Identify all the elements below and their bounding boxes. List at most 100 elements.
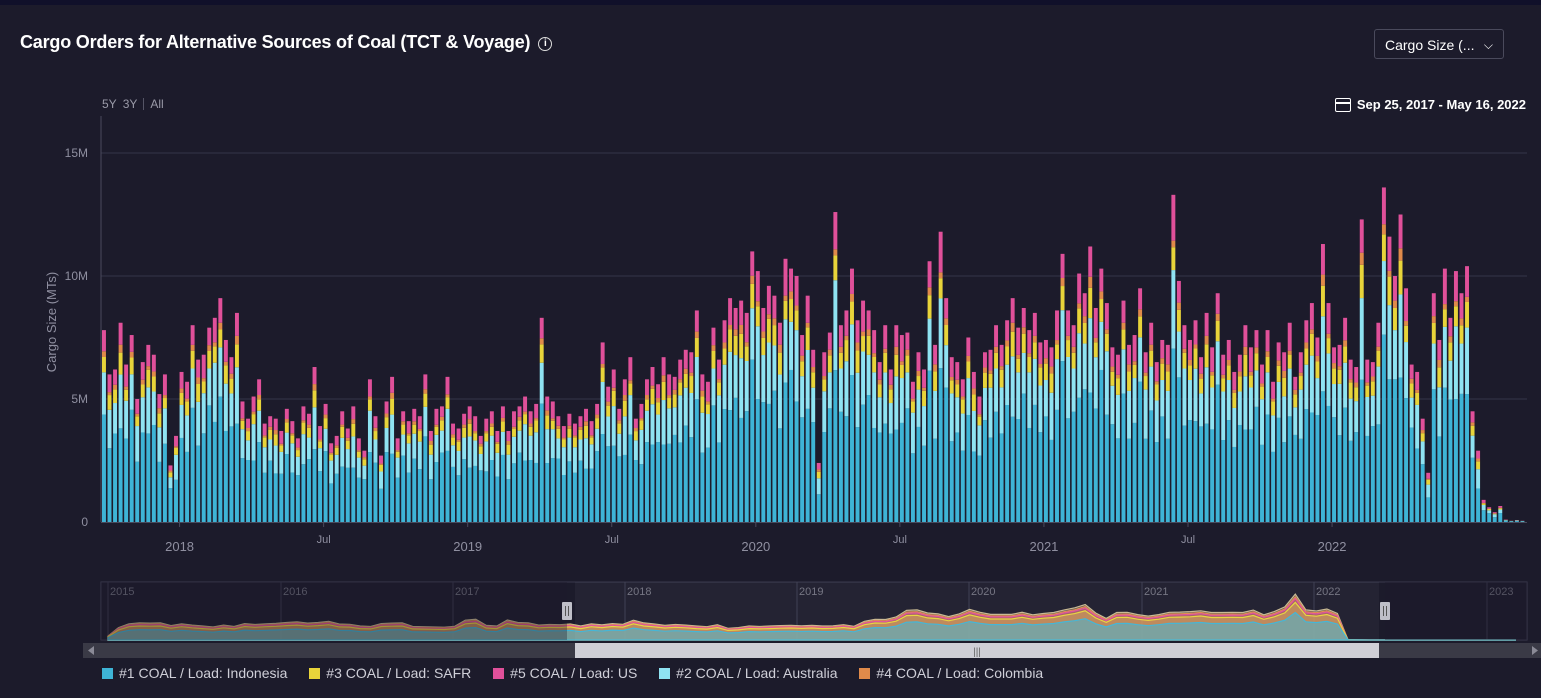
range-button-all[interactable]: All	[150, 97, 164, 111]
bar-segment	[451, 445, 456, 467]
bar-segment	[129, 409, 134, 522]
bar-segment	[1060, 286, 1065, 311]
bar-segment	[500, 421, 505, 432]
bar-segment	[334, 473, 339, 522]
bar-segment	[694, 337, 699, 357]
bar-segment	[1043, 339, 1048, 359]
legend-swatch	[659, 668, 671, 679]
legend-item-safr[interactable]: #3 COAL / Load: SAFR	[309, 665, 471, 681]
bar-segment	[478, 435, 483, 444]
bar-segment	[124, 389, 129, 401]
bar-segment	[451, 423, 456, 435]
navigator-handle-right[interactable]	[1380, 602, 1390, 620]
bar-segment	[589, 444, 594, 469]
bar-segment	[1481, 499, 1486, 503]
bar-segment	[1182, 368, 1187, 426]
bar-segment	[1409, 397, 1414, 428]
bar-segment	[1315, 414, 1320, 522]
bar-segment	[318, 441, 323, 449]
metric-select[interactable]: Cargo Size (... ⌵	[1374, 29, 1504, 59]
bar-segment	[1104, 303, 1109, 330]
bar-segment	[805, 295, 810, 323]
y-axis: 0 5M 10M 15M	[65, 116, 102, 529]
bar-segment	[356, 457, 361, 478]
bar-segment	[1315, 355, 1320, 362]
bar-segment	[755, 326, 760, 400]
navigator-handle-left[interactable]	[562, 602, 572, 620]
range-button-5y[interactable]: 5Y	[102, 97, 117, 111]
bar-segment	[584, 421, 588, 426]
bar-segment	[1149, 350, 1154, 367]
bar-segment	[1099, 268, 1104, 292]
bar-segment	[1387, 305, 1392, 380]
legend-item-us[interactable]: #5 COAL / Load: US	[493, 665, 637, 681]
bar-segment	[257, 410, 262, 443]
bar-segment	[628, 380, 633, 384]
bar-segment	[229, 426, 234, 522]
bar-segment	[262, 423, 267, 436]
bar-segment	[312, 407, 317, 450]
bar-segment	[822, 391, 827, 433]
bar-segment	[345, 449, 350, 468]
bar-segment	[223, 430, 228, 522]
scroll-right-arrow[interactable]	[1532, 646, 1538, 655]
scroll-left-arrow[interactable]	[88, 646, 94, 655]
bar-segment	[1503, 520, 1508, 521]
range-button-3y[interactable]: 3Y	[122, 97, 138, 111]
bar-segment	[1082, 316, 1087, 323]
bar-segment	[196, 383, 201, 402]
bar-segment	[1215, 293, 1220, 314]
bar-segment	[1271, 398, 1276, 402]
bar-segment	[1487, 509, 1492, 511]
bar-segment	[589, 468, 594, 522]
bar-segment	[1376, 366, 1381, 425]
bar-segment	[750, 308, 755, 360]
bar-segment	[329, 460, 334, 484]
bar-segment	[1448, 342, 1453, 361]
bar-segment	[467, 419, 472, 424]
bar-segment	[595, 428, 600, 452]
bar-segment	[833, 212, 838, 250]
bar-segment	[506, 444, 511, 455]
bar-segment	[174, 447, 178, 455]
info-icon[interactable]: i	[538, 37, 553, 51]
bar-segment	[451, 434, 456, 438]
date-range-picker[interactable]: Sep 25, 2017 - May 16, 2022	[1334, 97, 1526, 112]
bar-segment	[606, 416, 611, 447]
bar-segment	[827, 355, 832, 373]
bar-segment	[1398, 214, 1403, 249]
bar-segment	[1043, 363, 1048, 381]
bar-segment	[312, 390, 317, 408]
scrollbar-thumb[interactable]	[575, 643, 1379, 658]
bar-segment	[1276, 381, 1281, 418]
bar-segment	[1498, 506, 1503, 508]
legend-swatch	[309, 668, 321, 679]
bar-segment	[1431, 316, 1436, 323]
bar-segment	[955, 432, 960, 522]
legend-item-colombia[interactable]: #4 COAL / Load: Colombia	[859, 665, 1043, 681]
y-tick-label: 15M	[65, 146, 88, 160]
bar-segment	[1326, 338, 1331, 354]
bar-segment	[1149, 322, 1154, 345]
bar-segment	[777, 322, 782, 345]
legend-label: #3 COAL / Load: SAFR	[326, 665, 472, 681]
bar-segment	[606, 386, 611, 402]
bar-segment	[495, 430, 500, 442]
bar-segment	[1448, 317, 1453, 337]
bar-segment	[251, 460, 256, 522]
legend-item-australia[interactable]: #2 COAL / Load: Australia	[659, 665, 838, 681]
x-tick-label: Jul	[1181, 534, 1195, 546]
bar-segment	[855, 342, 860, 351]
range-selector: 5Y 3Y All	[102, 97, 170, 111]
bar-segment	[1127, 438, 1131, 522]
bar-segment	[506, 430, 511, 441]
bar-segment	[1509, 521, 1514, 522]
bar-segment	[1470, 411, 1475, 423]
legend-item-indonesia[interactable]: #1 COAL / Load: Indonesia	[102, 665, 287, 681]
bar-segment	[1165, 344, 1170, 365]
bar-segment	[805, 350, 810, 409]
bar-segment	[240, 458, 245, 522]
bar-segment	[1271, 381, 1276, 399]
bar-segment	[994, 325, 999, 347]
bar-segment	[113, 403, 118, 434]
